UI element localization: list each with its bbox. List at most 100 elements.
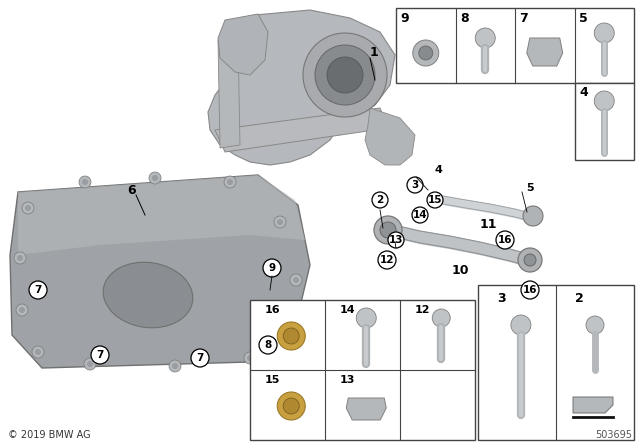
Bar xyxy=(575,83,634,160)
Text: 4: 4 xyxy=(434,165,442,175)
Circle shape xyxy=(496,231,514,249)
Circle shape xyxy=(511,315,531,335)
Circle shape xyxy=(227,179,233,185)
Circle shape xyxy=(35,349,41,355)
Text: 7: 7 xyxy=(96,350,104,360)
Circle shape xyxy=(388,232,404,248)
Ellipse shape xyxy=(103,262,193,328)
Circle shape xyxy=(87,361,93,367)
Circle shape xyxy=(91,346,109,364)
Polygon shape xyxy=(527,38,563,66)
Circle shape xyxy=(19,307,25,313)
Circle shape xyxy=(412,207,428,223)
Circle shape xyxy=(407,177,423,193)
Polygon shape xyxy=(218,38,240,148)
Text: 4: 4 xyxy=(579,86,588,99)
Circle shape xyxy=(172,363,178,369)
Bar xyxy=(250,300,475,440)
Circle shape xyxy=(16,304,28,316)
Text: 2: 2 xyxy=(575,293,584,306)
Circle shape xyxy=(274,216,286,228)
Circle shape xyxy=(380,222,396,238)
Text: 503695: 503695 xyxy=(595,430,632,440)
Circle shape xyxy=(149,172,161,184)
Text: 16: 16 xyxy=(523,285,537,295)
Circle shape xyxy=(356,308,376,328)
Text: © 2019 BMW AG: © 2019 BMW AG xyxy=(8,430,91,440)
Circle shape xyxy=(29,281,47,299)
Circle shape xyxy=(22,202,34,214)
Circle shape xyxy=(523,206,543,226)
Text: 12: 12 xyxy=(380,255,394,265)
Circle shape xyxy=(327,57,363,93)
Circle shape xyxy=(372,192,388,208)
Circle shape xyxy=(82,179,88,185)
Circle shape xyxy=(277,392,305,420)
Text: 3: 3 xyxy=(497,293,506,306)
Text: 16: 16 xyxy=(265,305,280,315)
Text: 15: 15 xyxy=(265,375,280,385)
Text: 5: 5 xyxy=(579,12,588,25)
Circle shape xyxy=(419,46,433,60)
Circle shape xyxy=(432,309,451,327)
Circle shape xyxy=(282,324,294,336)
Circle shape xyxy=(521,281,539,299)
Circle shape xyxy=(152,175,158,181)
Text: 6: 6 xyxy=(128,184,136,197)
Circle shape xyxy=(595,23,614,43)
Circle shape xyxy=(293,277,299,283)
Circle shape xyxy=(524,254,536,266)
Bar xyxy=(396,8,634,83)
Text: 15: 15 xyxy=(428,195,442,205)
Text: 13: 13 xyxy=(340,375,355,385)
Polygon shape xyxy=(573,397,613,413)
Circle shape xyxy=(247,355,253,361)
Text: 12: 12 xyxy=(415,305,430,315)
Polygon shape xyxy=(215,108,388,152)
Circle shape xyxy=(79,176,91,188)
Text: 11: 11 xyxy=(479,219,497,232)
Text: 9: 9 xyxy=(401,12,409,25)
Text: 7: 7 xyxy=(35,285,42,295)
Circle shape xyxy=(374,216,402,244)
Text: 16: 16 xyxy=(498,235,512,245)
Circle shape xyxy=(303,33,387,117)
Circle shape xyxy=(32,346,44,358)
Circle shape xyxy=(378,251,396,269)
Circle shape xyxy=(284,328,300,344)
Circle shape xyxy=(259,336,277,354)
Circle shape xyxy=(315,45,375,105)
Polygon shape xyxy=(346,398,387,420)
Text: 3: 3 xyxy=(412,180,419,190)
Circle shape xyxy=(518,248,542,272)
Circle shape xyxy=(191,349,209,367)
Circle shape xyxy=(290,274,302,286)
Text: 8: 8 xyxy=(460,12,468,25)
Circle shape xyxy=(14,252,26,264)
Circle shape xyxy=(413,40,439,66)
Circle shape xyxy=(427,192,443,208)
Circle shape xyxy=(263,259,281,277)
Polygon shape xyxy=(218,14,268,75)
Circle shape xyxy=(476,28,495,48)
Circle shape xyxy=(244,352,256,364)
Text: 1: 1 xyxy=(370,46,378,59)
Text: 7: 7 xyxy=(520,12,528,25)
Polygon shape xyxy=(10,175,310,368)
Polygon shape xyxy=(18,175,305,255)
Text: 13: 13 xyxy=(388,235,403,245)
Circle shape xyxy=(284,398,300,414)
Text: 14: 14 xyxy=(413,210,428,220)
Circle shape xyxy=(277,322,305,350)
Text: 5: 5 xyxy=(526,183,534,193)
Polygon shape xyxy=(365,108,415,165)
Circle shape xyxy=(285,327,291,333)
Circle shape xyxy=(25,205,31,211)
Circle shape xyxy=(277,219,283,225)
Bar xyxy=(478,285,634,440)
Circle shape xyxy=(84,358,96,370)
Circle shape xyxy=(224,176,236,188)
Circle shape xyxy=(586,316,604,334)
Text: 7: 7 xyxy=(196,353,204,363)
Text: 2: 2 xyxy=(376,195,383,205)
